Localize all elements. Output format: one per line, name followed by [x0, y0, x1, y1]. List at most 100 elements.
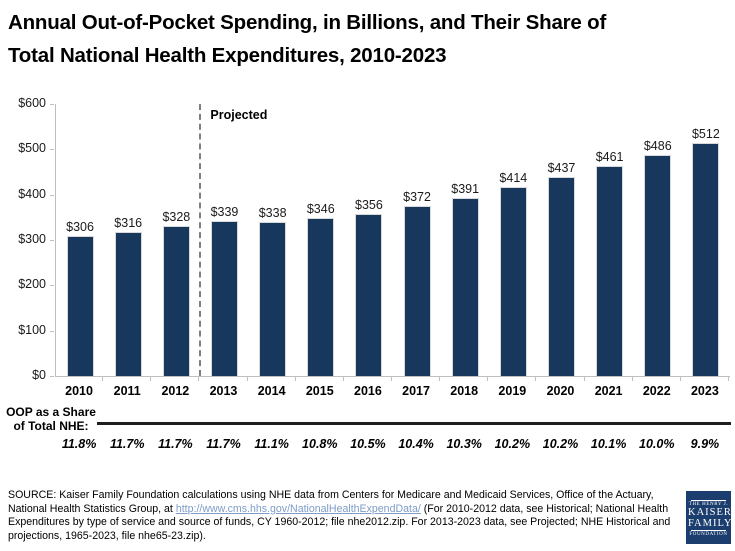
- bar-column: $486: [634, 104, 682, 376]
- bar-column: $391: [441, 104, 489, 376]
- bar-column: $306: [56, 104, 104, 376]
- bar: [307, 218, 335, 376]
- bar: [403, 206, 431, 376]
- y-axis-tick-mark: [50, 104, 54, 105]
- x-axis-tick-mark: [536, 377, 585, 381]
- bar-value-label: $338: [258, 205, 287, 220]
- x-axis-tick-mark: [296, 377, 344, 381]
- share-value: 11.1%: [254, 437, 289, 451]
- bar-value-label: $346: [306, 202, 335, 217]
- share-value: 9.9%: [690, 437, 720, 451]
- x-axis-label: 2019: [498, 384, 527, 398]
- x-axis-tick-mark: [681, 377, 729, 381]
- share-of-nhe-label-line2: of Total NHE:: [13, 419, 89, 433]
- source-text-prefix: SOURCE: Kaiser Family Foundation calcula…: [8, 489, 654, 515]
- bar: [547, 176, 575, 376]
- bar-chart-plot-area: Projected $306 $316 $328 $339 $338 $346 $356 $3…: [55, 104, 730, 377]
- share-value: 10.0%: [639, 437, 675, 451]
- x-axis-label: 2023: [690, 384, 719, 398]
- x-axis-labels: 2010 2011 2012 2013 2014 2015 2016 2017 2018 2019…: [55, 384, 729, 398]
- x-axis-label: 2011: [113, 384, 141, 398]
- bar-column: $414: [489, 104, 537, 376]
- share-of-nhe-label: OOP as a Share of Total NHE:: [5, 405, 97, 433]
- share-values-row: 11.8% 11.7% 11.7% 11.7% 11.1% 10.8% 10.5% 10.4%…: [55, 437, 729, 451]
- bar-value-label: $306: [66, 220, 94, 235]
- kff-logo-rule-bottom: [691, 529, 726, 531]
- share-value: 10.8%: [302, 437, 338, 451]
- bar-value-label: $328: [162, 210, 191, 225]
- projected-label: Projected: [210, 108, 268, 122]
- x-axis-tick-mark: [392, 377, 441, 381]
- x-axis-tick-mark: [55, 377, 104, 381]
- y-axis-tick-mark: [50, 149, 54, 151]
- bar: [66, 236, 94, 376]
- y-axis-tick-label: $600: [18, 96, 46, 110]
- x-axis-label: 2018: [450, 384, 479, 398]
- bar-value-label: $512: [691, 126, 720, 141]
- share-value: 11.7%: [206, 437, 241, 451]
- bar-column: $339: [200, 104, 248, 376]
- x-axis-tick-mark: [344, 377, 392, 381]
- x-axis-label: 2013: [209, 384, 238, 398]
- y-axis: $0 $100 $200 $300 $400 $500 $600: [0, 96, 55, 382]
- page-title-line2: Total National Health Expenditures, 2010…: [8, 44, 447, 67]
- projected-divider-line: [199, 104, 202, 376]
- x-axis-tick-mark: [488, 377, 537, 381]
- bar-value-label: $356: [355, 197, 383, 212]
- bar: [114, 231, 142, 376]
- x-axis-tick-mark: [585, 377, 633, 381]
- page-title: Annual Out-of-Pocket Spending, in Billio…: [8, 6, 730, 72]
- kff-logo-line4: FOUNDATION: [689, 531, 728, 537]
- y-axis-tick-mark: [50, 240, 54, 241]
- y-axis-tick-label: $400: [18, 186, 46, 201]
- bar-value-label: $372: [403, 190, 431, 205]
- bar-column: $372: [393, 104, 441, 376]
- share-value: 10.5%: [350, 437, 386, 451]
- y-axis-tick-label: $500: [18, 141, 46, 156]
- y-axis-tick-label: $300: [18, 232, 46, 246]
- bar-value-label: $339: [210, 205, 239, 220]
- share-divider-line: [97, 422, 731, 425]
- share-value: 10.1%: [590, 437, 627, 451]
- share-of-nhe-label-line1: OOP as a Share: [6, 405, 96, 419]
- source-link[interactable]: http://www.cms.hhs.gov/NationalHealthExp…: [175, 502, 421, 515]
- x-axis-label: 2010: [65, 384, 93, 398]
- y-axis-tick-mark: [50, 285, 54, 287]
- x-axis-label: 2017: [402, 384, 430, 398]
- x-axis-tick-mark: [103, 377, 152, 381]
- x-axis-tick-mark: [440, 377, 489, 381]
- x-axis-tick-mark: [199, 377, 248, 381]
- kff-logo-line2: KAISER: [688, 506, 732, 518]
- bar: [210, 221, 238, 376]
- bar: [162, 226, 190, 376]
- bar-value-label: $486: [643, 138, 672, 153]
- y-axis-tick-label: $0: [32, 368, 46, 382]
- bar-column: $328: [152, 104, 200, 376]
- x-axis-tick-mark: [633, 377, 681, 381]
- x-axis-tick-mark: [248, 377, 296, 381]
- x-axis-ticks: [55, 377, 729, 381]
- bar-column: $461: [586, 104, 634, 376]
- bar: [596, 166, 624, 376]
- bar-column: $316: [104, 104, 152, 376]
- share-value: 10.3%: [446, 437, 482, 451]
- x-axis-label: 2012: [161, 384, 190, 398]
- bar-column: $338: [249, 104, 297, 376]
- bar: [644, 154, 672, 376]
- bar: [499, 187, 527, 376]
- bar-column: $346: [297, 104, 345, 376]
- y-axis-tick-mark: [50, 194, 54, 196]
- x-axis-label: 2021: [594, 384, 623, 398]
- source-text: SOURCE: Kaiser Family Foundation calcula…: [8, 489, 676, 543]
- page-title-line1: Annual Out-of-Pocket Spending, in Billio…: [8, 11, 607, 34]
- bar: [355, 213, 383, 376]
- bar: [451, 197, 479, 376]
- x-axis-label: 2022: [642, 384, 671, 398]
- source-text-suffix: (For 2010-2012 data, see Historical; Nat…: [8, 502, 671, 542]
- share-value: 11.7%: [109, 437, 145, 451]
- bar-value-label: $461: [595, 150, 624, 165]
- bar: [692, 142, 720, 376]
- bar-value-label: $316: [114, 215, 143, 230]
- kff-logo-rule-top: [691, 499, 726, 501]
